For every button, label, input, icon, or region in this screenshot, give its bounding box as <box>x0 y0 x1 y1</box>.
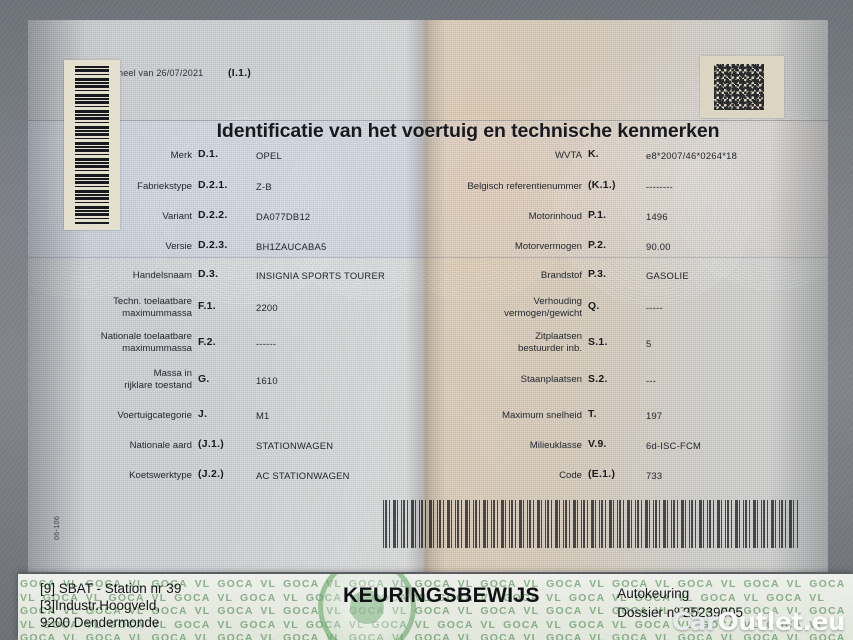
data-row-label: Voertuigcategorie <box>117 410 192 421</box>
data-row-label: Nationale aard <box>129 440 192 451</box>
inspection-certificate: GOCA VL GOCA VL GOCA VL GOCA VL GOCA VL … <box>18 574 853 640</box>
data-row-label: Fabriekstype <box>137 181 192 192</box>
data-row-value: ----- <box>646 302 663 313</box>
certificate-authority-label: Autokeuring <box>617 586 690 601</box>
document-origin-note: Origineel van 26/07/2021 <box>98 68 204 78</box>
data-row-code: J. <box>198 409 208 420</box>
station-line-3: 9200 Dendermonde <box>40 615 160 630</box>
data-row-code: K. <box>588 149 599 160</box>
data-row-label: Handelsnaam <box>132 270 192 281</box>
data-row-value: INSIGNIA SPORTS TOURER <box>256 270 385 281</box>
data-row-value: --- <box>646 375 657 386</box>
data-row-label: Zitplaatsen bestuurder inb. <box>518 331 582 354</box>
vertical-barcode-icon <box>64 60 120 230</box>
data-row-value: 1496 <box>646 211 668 222</box>
divider-line <box>28 120 424 121</box>
document-section-code: (I.1.) <box>228 68 252 79</box>
data-row-label: Verhouding vermogen/gewicht <box>504 296 582 319</box>
data-row-value: 1610 <box>256 375 278 386</box>
data-row-code: D.2.1. <box>198 180 228 191</box>
data-row-label: Belgisch referentienummer <box>467 181 582 192</box>
data-row-value: STATIONWAGEN <box>256 440 334 451</box>
horizontal-barcode-icon <box>383 500 798 548</box>
data-row-value: DA077DB12 <box>256 211 311 222</box>
data-row-label: Motorvermogen <box>514 241 582 252</box>
data-row-label: Koetswerktype <box>129 470 192 481</box>
caroutlet-watermark: CarOutlet.eu <box>671 607 846 636</box>
data-row-label: Massa in rijklare toestand <box>124 368 192 391</box>
data-row-code: (K.1.) <box>588 180 616 191</box>
data-row-code: D.2.2. <box>198 210 228 221</box>
data-row-code: F.2. <box>198 337 216 348</box>
vehicle-registration-booklet: (I.1.) Origineel van 26/07/2021 Identific… <box>28 20 828 572</box>
data-row-code: D.1. <box>198 149 219 160</box>
data-row-code: F.1. <box>198 301 216 312</box>
data-row-code: P.2. <box>588 240 607 251</box>
data-row-value: 6d-ISC-FCM <box>646 440 702 451</box>
data-row-label: Brandstof <box>540 270 582 281</box>
data-row-label: Maximum snelheid <box>502 410 582 421</box>
data-row-value: M1 <box>256 410 270 421</box>
data-row-value: ------ <box>256 338 277 349</box>
data-row-value: OPEL <box>256 150 283 161</box>
datamatrix-modules <box>714 64 764 110</box>
data-row-value: e8*2007/46*0264*18 <box>646 150 738 161</box>
datamatrix-code-icon <box>700 56 784 118</box>
data-row-code: Q. <box>588 301 600 312</box>
divider-line <box>28 257 424 258</box>
data-row-code: D.2.3. <box>198 240 228 251</box>
data-row-label: Merk <box>170 150 192 161</box>
data-row-value: BH1ZAUCABA5 <box>256 241 327 252</box>
data-row-code: (J.2.) <box>198 469 225 480</box>
data-row-label: Milieuklasse <box>529 440 582 451</box>
data-row-value: 90.00 <box>646 241 671 252</box>
data-row-label: WVTA <box>554 150 582 161</box>
station-line-2: [3]Industr.Hoogveld, <box>40 598 161 613</box>
data-row-label: Techn. toelaatbare maximummassa <box>113 296 192 319</box>
station-line-1: [9] SBAT - Station nr 39 <box>40 581 182 596</box>
divider-line <box>424 257 828 258</box>
page-title: Identificatie van het voertuig en techni… <box>216 120 720 142</box>
data-row-label: Versie <box>165 241 192 252</box>
data-row-value: AC STATIONWAGEN <box>256 470 350 481</box>
document-header-meta: (I.1.) Origineel van 26/07/2021 <box>98 68 251 79</box>
inspection-seal-icon <box>318 574 416 640</box>
data-row-code: S.1. <box>588 337 608 348</box>
data-row-code: P.1. <box>588 210 607 221</box>
certificate-title: KEURINGSBEWIJS <box>343 584 540 607</box>
data-row-code: (J.1.) <box>198 439 225 450</box>
data-row-label: Motorinhoud <box>528 211 582 222</box>
data-row-value: -------- <box>646 181 673 192</box>
data-row-value: 5 <box>646 338 652 349</box>
data-row-code: P.3. <box>588 269 607 280</box>
data-row-value: 197 <box>646 410 663 421</box>
certificate-dossier-number: Dossier nº 25239005 <box>617 605 743 620</box>
data-row-code: V.9. <box>588 439 607 450</box>
data-row-code: G. <box>198 374 210 385</box>
data-row-code: S.2. <box>588 374 608 385</box>
data-row-label: Nationale toelaatbare maximummassa <box>100 331 192 354</box>
data-row-label: Staanplaatsen <box>520 374 582 385</box>
data-row-value: 733 <box>646 470 663 481</box>
data-row-code: T. <box>588 409 597 420</box>
barcode-bars <box>75 66 109 224</box>
watermark-part-2: Outlet.eu <box>717 607 846 636</box>
certificate-station-address: [9] SBAT - Station nr 39 [3]Industr.Hoog… <box>40 580 181 631</box>
data-row-code: D.3. <box>198 269 219 280</box>
data-row-label: Variant <box>162 211 192 222</box>
divider-line <box>424 120 828 121</box>
certificate-watermark-text: GOCA VL GOCA VL GOCA VL GOCA VL GOCA VL … <box>20 578 846 640</box>
watermark-part-1: Car <box>671 607 718 636</box>
edge-print-code: 06-106 <box>54 515 61 540</box>
data-row-label: Code <box>559 470 582 481</box>
data-row-value: Z-B <box>256 181 272 192</box>
data-row-code: (E.1.) <box>588 469 616 480</box>
data-row-value: GASOLIE <box>646 270 689 281</box>
certificate-dossier-block: Autokeuring Dossier nº 25239005 <box>617 584 743 622</box>
data-row-value: 2200 <box>256 302 278 313</box>
